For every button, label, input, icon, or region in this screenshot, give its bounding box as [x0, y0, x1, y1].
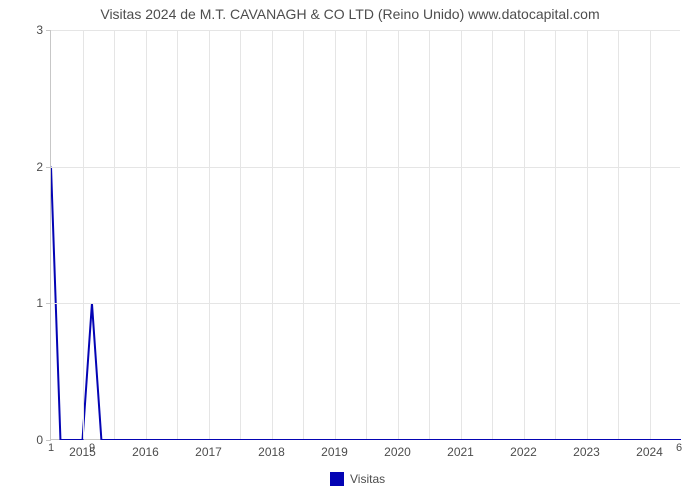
x-gridline [177, 30, 178, 439]
x-tick-label: 2024 [636, 445, 663, 459]
x-gridline [272, 30, 273, 439]
x-tick-label: 2018 [258, 445, 285, 459]
legend: Visitas [330, 472, 385, 486]
plot-area: 0123201520162017201820192020202120222023… [50, 30, 680, 440]
x-gridline [303, 30, 304, 439]
x-tick-label: 2022 [510, 445, 537, 459]
x-tick-label: 2021 [447, 445, 474, 459]
x-gridline [398, 30, 399, 439]
x-tick-label: 2016 [132, 445, 159, 459]
x-gridline [146, 30, 147, 439]
x-tick-label: 2023 [573, 445, 600, 459]
x-corner-left: 1 [48, 442, 54, 454]
legend-swatch [330, 472, 344, 486]
x-gridline [240, 30, 241, 439]
y-tick-label: 1 [36, 296, 43, 310]
x-gridline [209, 30, 210, 439]
x-gridline [587, 30, 588, 439]
x-gridline [335, 30, 336, 439]
legend-label: Visitas [350, 472, 385, 486]
x-gridline [650, 30, 651, 439]
y-tick-mark [46, 30, 51, 31]
x-gridline [83, 30, 84, 439]
x-gridline [492, 30, 493, 439]
x-gridline [429, 30, 430, 439]
x-corner-right: 6 [676, 442, 682, 454]
x-gridline [555, 30, 556, 439]
x-corner-second: 9 [89, 442, 95, 454]
y-tick-mark [46, 167, 51, 168]
y-tick-mark [46, 303, 51, 304]
x-gridline [618, 30, 619, 439]
chart-title: Visitas 2024 de M.T. CAVANAGH & CO LTD (… [0, 6, 700, 22]
x-gridline [461, 30, 462, 439]
y-tick-label: 0 [36, 433, 43, 447]
y-tick-label: 2 [36, 160, 43, 174]
x-tick-label: 2017 [195, 445, 222, 459]
x-tick-label: 2019 [321, 445, 348, 459]
x-gridline [366, 30, 367, 439]
x-gridline [524, 30, 525, 439]
y-tick-mark [46, 440, 51, 441]
x-tick-label: 2020 [384, 445, 411, 459]
y-tick-label: 3 [36, 23, 43, 37]
x-gridline [114, 30, 115, 439]
